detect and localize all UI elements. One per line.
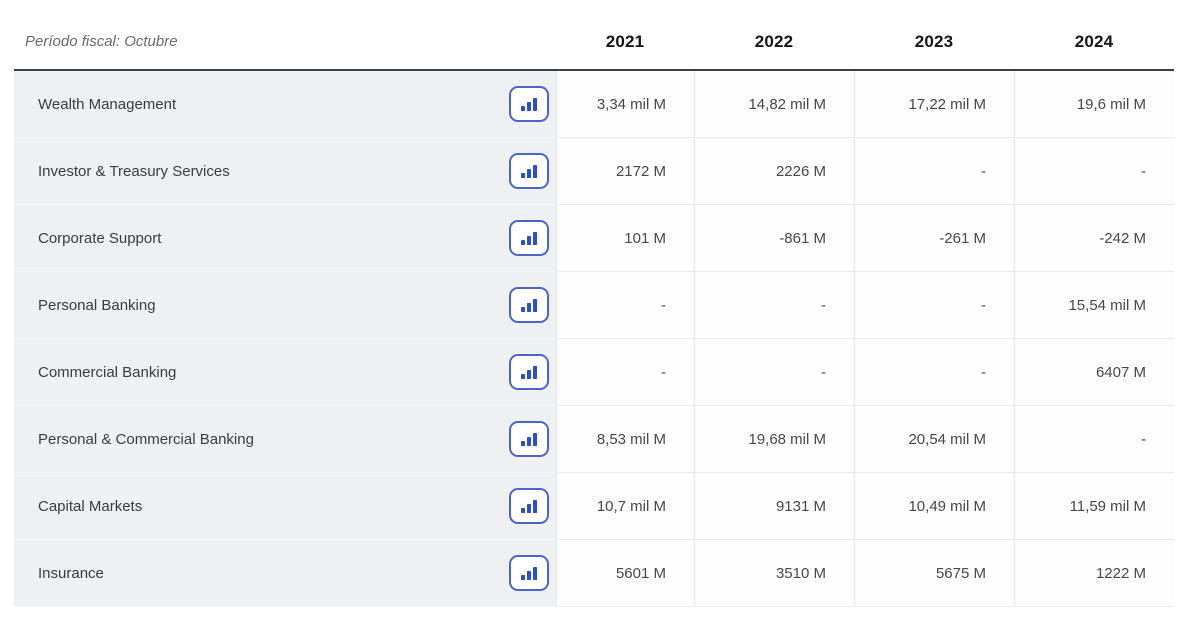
segment-cell: Wealth Management [14, 71, 556, 138]
table-row: Insurance 5601 M 3510 M 5675 M 1222 M [14, 540, 1174, 607]
value-cell-2021: 2172 M [556, 138, 694, 205]
table-row: Capital Markets 10,7 mil M 9131 M 10,49 … [14, 473, 1174, 540]
fiscal-period-label: Período fiscal: Octubre [25, 33, 178, 50]
value-cell-2023: - [854, 339, 1014, 406]
chart-button[interactable] [509, 153, 549, 189]
chart-button[interactable] [509, 287, 549, 323]
value-cell-2024: - [1014, 406, 1174, 473]
value-cell-2024: - [1014, 138, 1174, 205]
value-cell-2023: 5675 M [854, 540, 1014, 607]
segment-label: Corporate Support [38, 229, 162, 247]
segment-label: Personal & Commercial Banking [38, 430, 254, 448]
value-cell-2023: - [854, 272, 1014, 339]
value-cell-2023: 10,49 mil M [854, 473, 1014, 540]
value-cell-2021: - [556, 272, 694, 339]
bar-chart-icon [521, 98, 537, 111]
value-cell-2021: 101 M [556, 205, 694, 272]
segment-revenue-table: Período fiscal: Octubre 2021 2022 2023 2… [14, 14, 1174, 607]
year-header-2021: 2021 [605, 31, 645, 51]
table-row: Personal & Commercial Banking 8,53 mil M… [14, 406, 1174, 473]
segment-label: Commercial Banking [38, 363, 177, 381]
value-cell-2024: -242 M [1014, 205, 1174, 272]
chart-button[interactable] [509, 555, 549, 591]
segment-cell: Capital Markets [14, 473, 556, 540]
value-cell-2024: 15,54 mil M [1014, 272, 1174, 339]
bar-chart-icon [521, 299, 537, 312]
segment-cell: Commercial Banking [14, 339, 556, 406]
segment-label: Investor & Treasury Services [38, 162, 230, 180]
segment-label: Personal Banking [38, 296, 156, 314]
chart-button[interactable] [509, 86, 549, 122]
value-cell-2023: 17,22 mil M [854, 71, 1014, 138]
chart-button[interactable] [509, 488, 549, 524]
chart-button[interactable] [509, 220, 549, 256]
chart-button[interactable] [509, 354, 549, 390]
bar-chart-icon [521, 433, 537, 446]
value-cell-2024: 11,59 mil M [1014, 473, 1174, 540]
value-cell-2022: 19,68 mil M [694, 406, 854, 473]
value-cell-2023: 20,54 mil M [854, 406, 1014, 473]
bar-chart-icon [521, 232, 537, 245]
segment-label: Insurance [38, 564, 104, 582]
table-header-row: Período fiscal: Octubre 2021 2022 2023 2… [14, 14, 1174, 71]
value-cell-2024: 1222 M [1014, 540, 1174, 607]
segment-cell: Insurance [14, 540, 556, 607]
value-cell-2022: - [694, 272, 854, 339]
value-cell-2021: - [556, 339, 694, 406]
table-row: Commercial Banking - - - 6407 M [14, 339, 1174, 406]
value-cell-2022: 14,82 mil M [694, 71, 854, 138]
table-row: Corporate Support 101 M -861 M -261 M -2… [14, 205, 1174, 272]
value-cell-2021: 8,53 mil M [556, 406, 694, 473]
chart-button[interactable] [509, 421, 549, 457]
year-header-2024: 2024 [1074, 31, 1114, 51]
value-cell-2021: 3,34 mil M [556, 71, 694, 138]
value-cell-2023: -261 M [854, 205, 1014, 272]
value-cell-2022: 3510 M [694, 540, 854, 607]
value-cell-2022: 9131 M [694, 473, 854, 540]
bar-chart-icon [521, 500, 537, 513]
segment-label: Capital Markets [38, 497, 143, 515]
value-cell-2024: 6407 M [1014, 339, 1174, 406]
segment-label: Wealth Management [38, 95, 177, 113]
value-cell-2021: 10,7 mil M [556, 473, 694, 540]
value-cell-2022: -861 M [694, 205, 854, 272]
table-body: Wealth Management 3,34 mil M 14,82 mil M… [14, 71, 1174, 607]
table-row: Wealth Management 3,34 mil M 14,82 mil M… [14, 71, 1174, 138]
bar-chart-icon [521, 165, 537, 178]
segment-cell: Personal Banking [14, 272, 556, 339]
bar-chart-icon [521, 366, 537, 379]
value-cell-2023: - [854, 138, 1014, 205]
table-row: Personal Banking - - - 15,54 mil M [14, 272, 1174, 339]
value-cell-2022: 2226 M [694, 138, 854, 205]
segment-cell: Personal & Commercial Banking [14, 406, 556, 473]
segment-cell: Investor & Treasury Services [14, 138, 556, 205]
value-cell-2021: 5601 M [556, 540, 694, 607]
year-header-2023: 2023 [914, 31, 954, 51]
value-cell-2024: 19,6 mil M [1014, 71, 1174, 138]
table-row: Investor & Treasury Services 2172 M 2226… [14, 138, 1174, 205]
year-header-2022: 2022 [754, 31, 794, 51]
value-cell-2022: - [694, 339, 854, 406]
segment-cell: Corporate Support [14, 205, 556, 272]
bar-chart-icon [521, 567, 537, 580]
